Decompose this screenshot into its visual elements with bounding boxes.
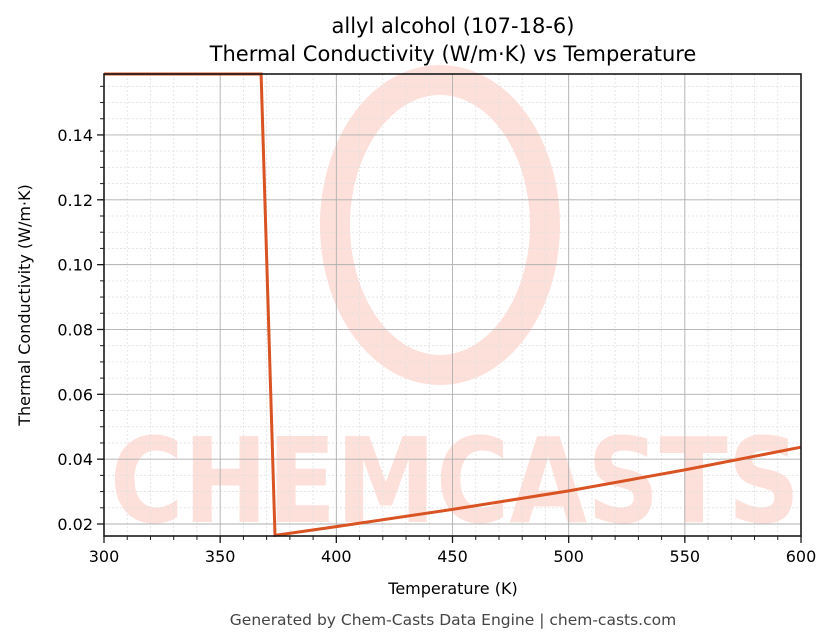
y-axis-label: Thermal Conductivity (W/m·K) bbox=[15, 184, 34, 427]
y-tick-label: 0.02 bbox=[57, 515, 93, 534]
x-tick-label: 550 bbox=[670, 547, 701, 566]
x-tick-label: 300 bbox=[89, 547, 120, 566]
y-tick-label: 0.06 bbox=[57, 385, 93, 404]
y-tick-label: 0.14 bbox=[57, 126, 93, 145]
y-axis-ticks: 0.02 0.04 0.06 0.08 0.10 0.12 0.14 bbox=[57, 85, 104, 534]
y-tick-label: 0.12 bbox=[57, 191, 93, 210]
x-tick-label: 350 bbox=[205, 547, 236, 566]
x-axis-ticks: 300 350 400 450 500 550 600 bbox=[89, 536, 817, 566]
watermark-text: CHEMCASTS bbox=[110, 412, 800, 550]
y-tick-label: 0.08 bbox=[57, 320, 93, 339]
x-tick-label: 500 bbox=[553, 547, 584, 566]
y-tick-label: 0.10 bbox=[57, 256, 93, 275]
x-tick-label: 600 bbox=[786, 547, 817, 566]
y-tick-label: 0.04 bbox=[57, 450, 93, 469]
chart-title: allyl alcohol (107-18-6) bbox=[332, 14, 575, 38]
data-line bbox=[104, 72, 802, 538]
watermark-logo: CHEMCASTS bbox=[110, 65, 800, 550]
x-axis-label: Temperature (K) bbox=[387, 579, 517, 598]
footer-credit: Generated by Chem-Casts Data Engine | ch… bbox=[230, 611, 676, 629]
x-tick-label: 450 bbox=[437, 547, 468, 566]
x-tick-label: 400 bbox=[321, 547, 352, 566]
chart-subtitle: Thermal Conductivity (W/m·K) vs Temperat… bbox=[209, 42, 697, 66]
